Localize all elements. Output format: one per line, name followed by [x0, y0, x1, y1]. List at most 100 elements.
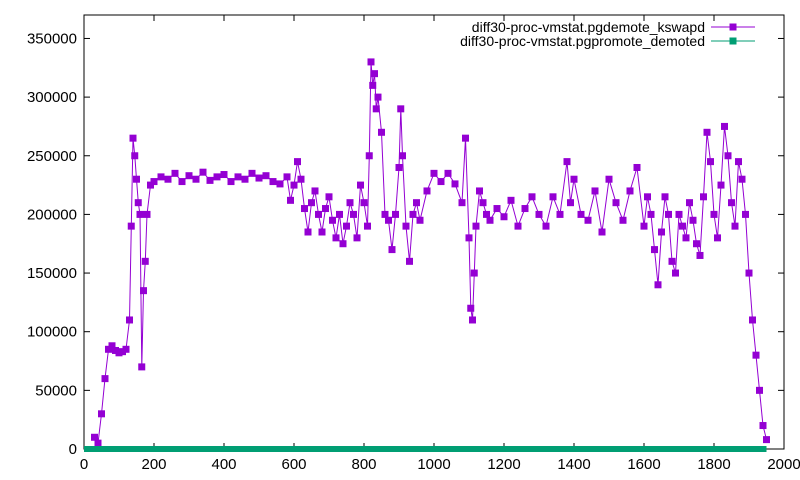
- data-point: [392, 210, 399, 218]
- data-point: [141, 257, 149, 265]
- data-point: [521, 205, 529, 213]
- data-point: [661, 193, 669, 201]
- data-point: [710, 210, 718, 218]
- data-point: [378, 128, 385, 136]
- data-point: [598, 228, 606, 236]
- data-point: [644, 193, 651, 201]
- data-point: [192, 175, 200, 183]
- data-point: [745, 269, 753, 277]
- x-tick-label: 1600: [627, 456, 660, 473]
- data-point: [122, 345, 130, 353]
- data-point: [372, 105, 380, 113]
- data-point: [654, 281, 662, 289]
- y-tick-label: 250000: [27, 148, 77, 165]
- data-point: [371, 70, 378, 78]
- data-point: [308, 199, 315, 207]
- data-point: [682, 234, 690, 242]
- x-tick-label: 0: [80, 456, 88, 473]
- legend-marker-pgpromote-demoted: [729, 37, 737, 45]
- y-tick-label: 350000: [27, 30, 77, 47]
- data-point: [409, 210, 417, 218]
- data-point: [430, 169, 438, 177]
- data-point: [339, 240, 347, 248]
- data-point: [381, 210, 389, 218]
- data-point: [535, 210, 543, 218]
- x-tick-label: 1800: [697, 456, 730, 473]
- data-point: [549, 193, 557, 201]
- data-point: [304, 228, 312, 236]
- data-point: [672, 269, 679, 277]
- data-point: [469, 316, 476, 324]
- data-point: [735, 158, 742, 166]
- data-point: [467, 304, 475, 312]
- data-point: [724, 152, 732, 160]
- data-point: [294, 158, 301, 166]
- data-point: [157, 173, 165, 181]
- data-point: [220, 171, 228, 179]
- data-point: [262, 172, 270, 180]
- data-point: [290, 181, 298, 189]
- data-point: [756, 386, 763, 394]
- data-point: [686, 199, 693, 207]
- data-point: [301, 205, 308, 213]
- data-point: [458, 199, 466, 207]
- x-axis-ticks: 0 200 400 600 800 1000 1200 1400 1600 1800 2000: [80, 15, 800, 473]
- data-point: [462, 134, 469, 142]
- y-tick-label: 300000: [27, 89, 77, 106]
- data-point: [651, 246, 658, 254]
- data-point: [647, 210, 655, 218]
- data-point: [528, 193, 536, 201]
- data-point: [693, 240, 700, 248]
- data-point: [406, 257, 413, 265]
- data-point: [276, 180, 284, 188]
- data-point: [108, 342, 116, 350]
- data-point: [633, 163, 641, 171]
- series-0: [91, 58, 770, 447]
- data-point: [665, 210, 672, 218]
- data-point: [514, 222, 522, 230]
- data-point: [570, 175, 578, 183]
- data-point: [105, 345, 112, 353]
- data-point: [703, 128, 711, 136]
- legend-label-pgpromote-demoted: diff30-proc-vmstat.pgpromote_demoted: [460, 33, 705, 49]
- y-tick-label: 50000: [35, 382, 77, 399]
- series-line: [94, 61, 767, 445]
- data-point: [318, 228, 326, 236]
- data-point: [133, 175, 140, 183]
- data-point: [728, 199, 735, 207]
- data-point: [227, 178, 235, 186]
- data-point: [269, 178, 277, 186]
- data-point: [507, 196, 515, 204]
- data-point: [451, 180, 459, 188]
- y-tick-label: 100000: [27, 324, 77, 341]
- data-point: [336, 210, 343, 218]
- data-point: [353, 234, 361, 242]
- data-point: [131, 152, 139, 160]
- series-layer: [84, 58, 770, 452]
- x-tick-label: 800: [351, 456, 376, 473]
- plot-frame: [83, 14, 785, 450]
- data-point: [315, 210, 322, 218]
- x-tick-label: 1000: [417, 456, 450, 473]
- data-point: [346, 199, 354, 207]
- data-point: [178, 178, 186, 186]
- data-point: [577, 210, 585, 218]
- data-point: [136, 210, 144, 218]
- data-point: [402, 222, 410, 230]
- data-point: [470, 269, 478, 277]
- data-point: [479, 199, 487, 207]
- data-point: [248, 169, 256, 177]
- data-point: [742, 210, 749, 218]
- y-tick-label: 150000: [27, 265, 77, 282]
- x-tick-label: 200: [141, 456, 166, 473]
- data-point: [752, 351, 760, 359]
- data-point: [98, 410, 105, 418]
- data-point: [423, 187, 431, 195]
- x-tick-label: 1400: [557, 456, 590, 473]
- data-point: [369, 81, 377, 89]
- plot-border: [83, 14, 785, 450]
- data-point: [332, 234, 340, 242]
- data-point: [255, 174, 263, 182]
- data-point: [364, 222, 371, 230]
